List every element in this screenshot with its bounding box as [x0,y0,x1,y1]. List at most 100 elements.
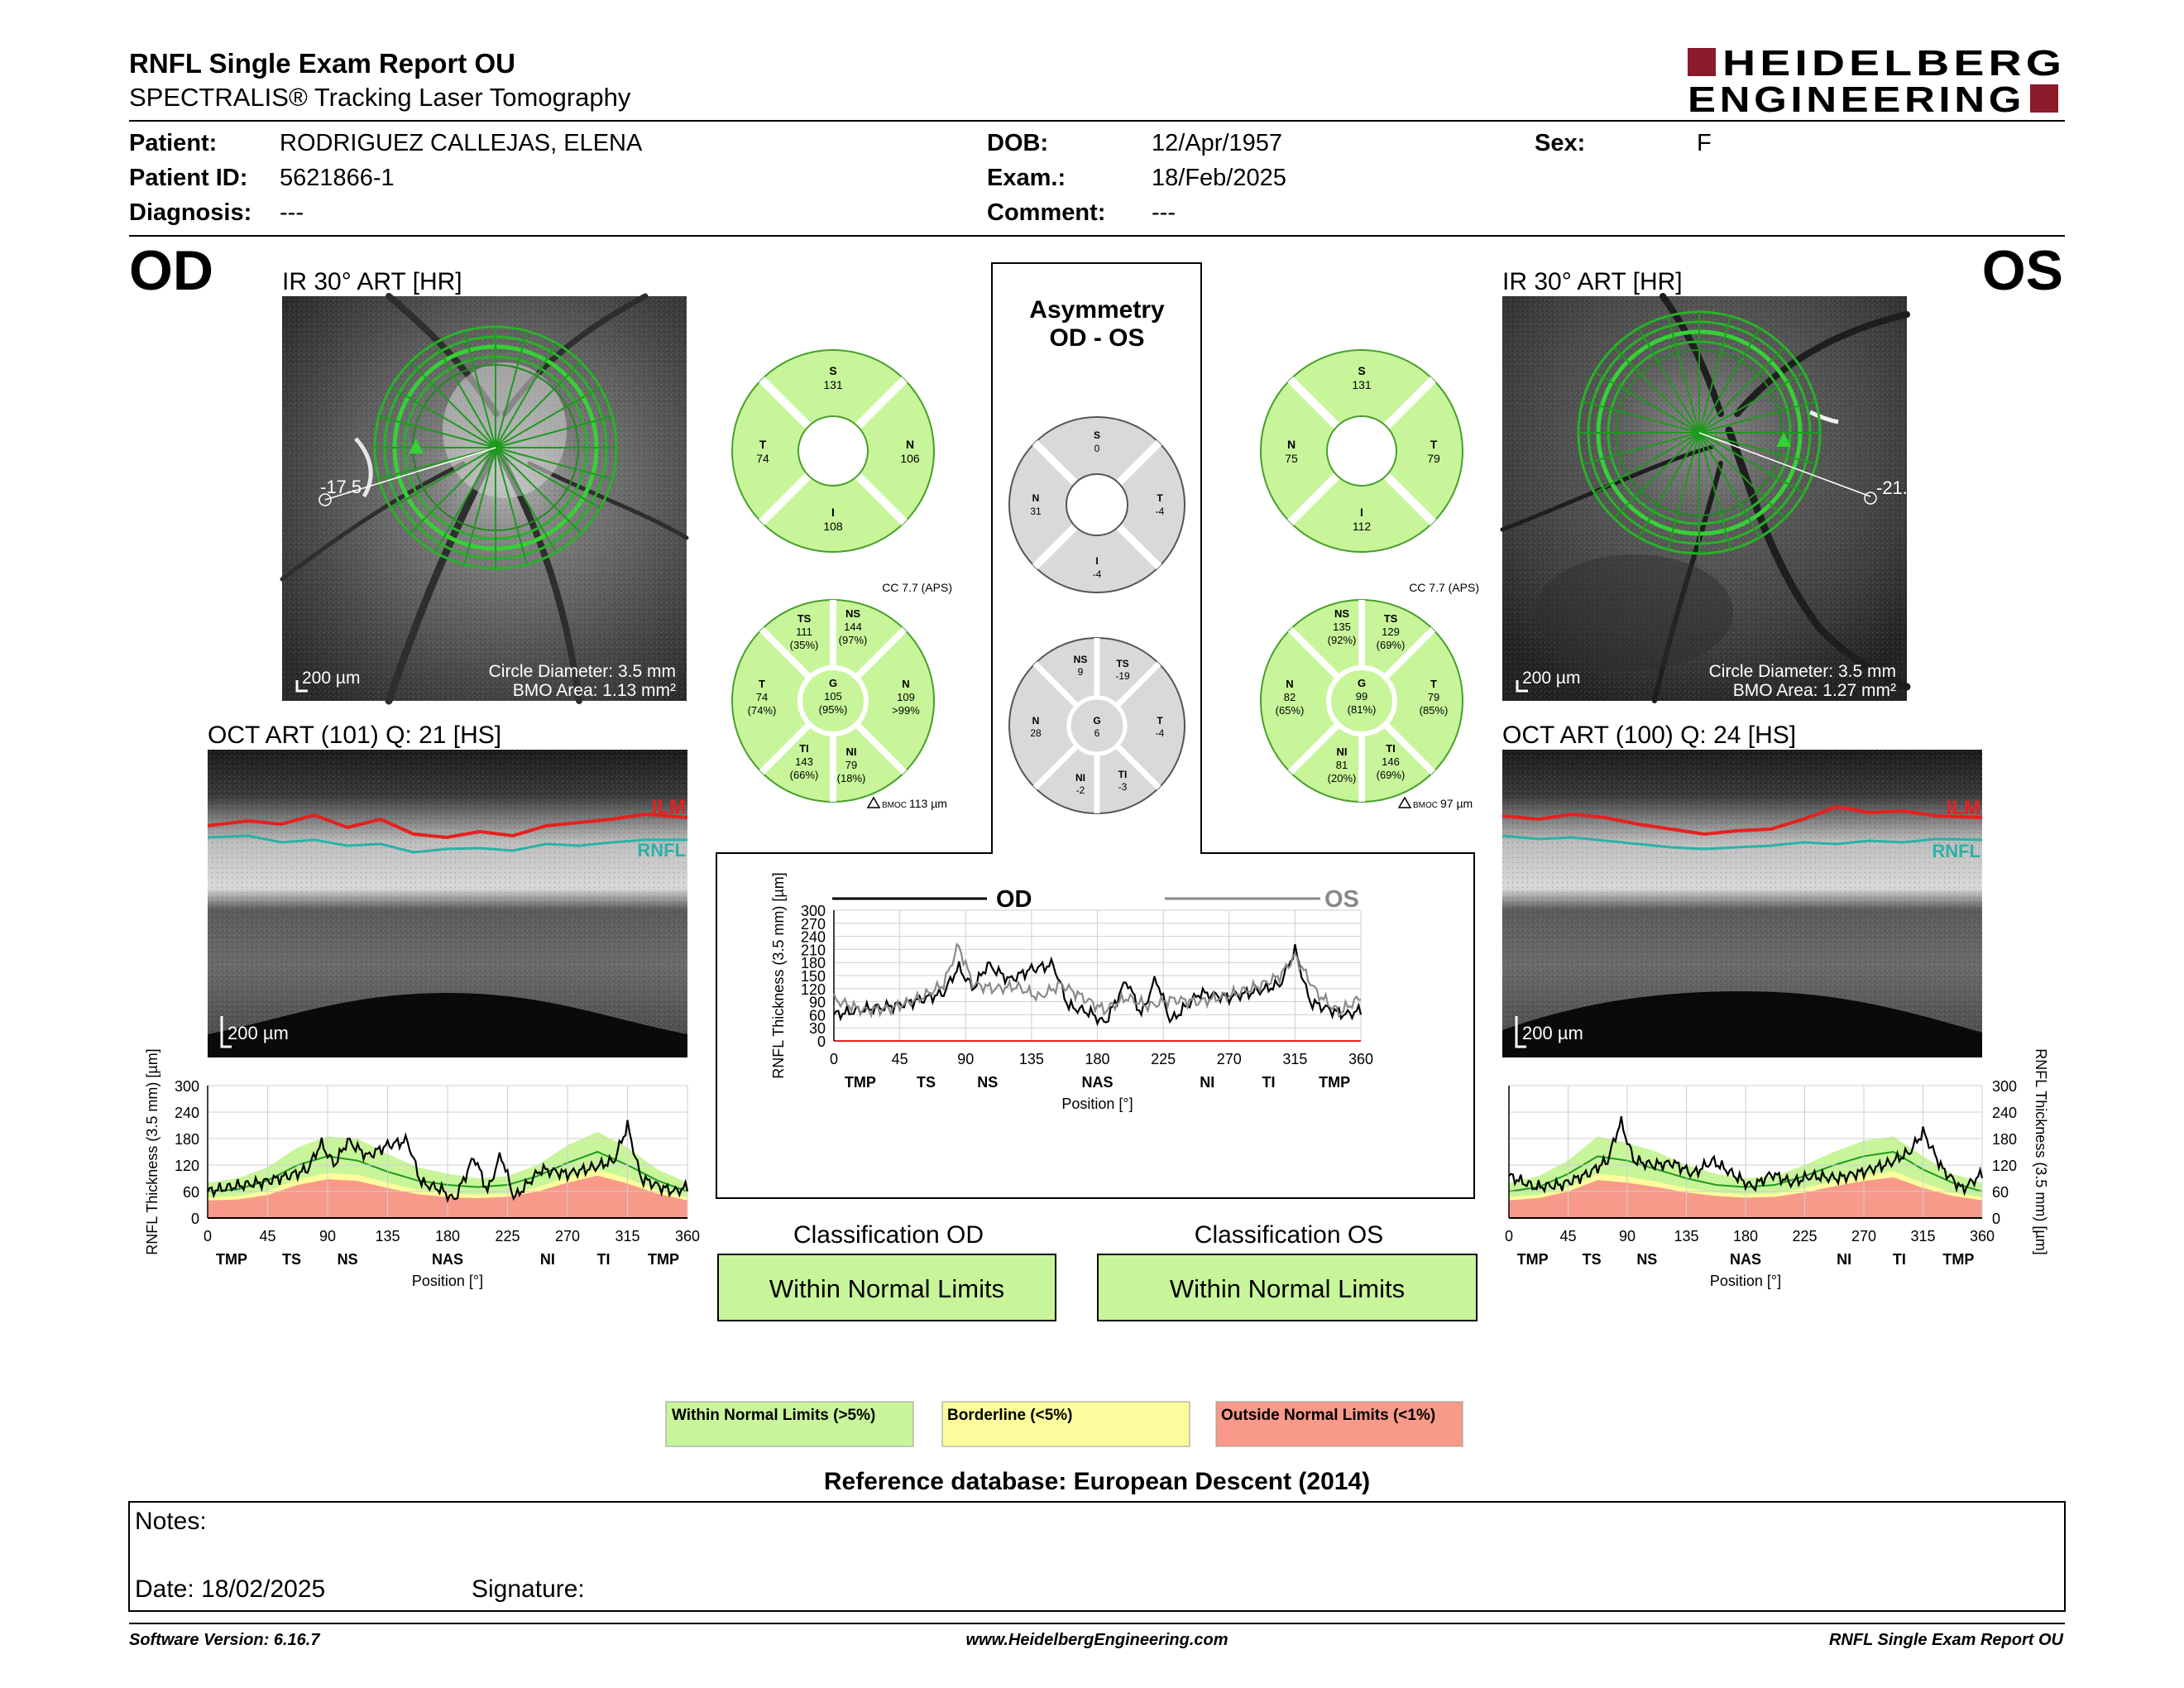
x-tick-label: 45 [1559,1228,1576,1244]
os-sec-g-pct: (81%) [1348,703,1377,716]
y-tick-label: 300 [175,1078,199,1095]
logo-line2: ENGINEERING [1688,79,2025,120]
notes-signature[interactable]: Signature: [472,1575,585,1603]
y-tick-label: 240 [801,929,826,946]
dob-value: 12/Apr/1957 [1152,130,1282,156]
heidelberg-logo: HEIDELBERG ENGINEERING [1688,43,2066,120]
os-scale-text: 200 µm [1522,669,1580,688]
series-line-od [833,944,1363,1027]
scan-spoke [495,386,601,448]
sector-label: TMP [845,1074,876,1091]
od-sec-ni-value: 79 [845,759,857,771]
os-sec-ns-label: NS [1334,607,1349,620]
y-tick-label: 0 [1992,1211,2000,1227]
od-sec-ti-pct: (66%) [790,769,819,781]
sex-label: Sex: [1535,130,1585,156]
asym-sec-n-label: N [1032,715,1040,727]
patient-id-label: Patient ID: [129,165,247,191]
scan-spoke [463,447,496,565]
os-quad-t-value: 79 [1427,452,1440,465]
sector-label: NAS [1730,1251,1761,1268]
asym-quad-i-value: -4 [1093,568,1102,580]
x-axis-title: Position [°] [1061,1096,1133,1112]
scan-spoke [495,447,613,480]
os-quad-i-label: I [1360,506,1363,519]
os-scale-bar: 200 µm [1516,669,1580,693]
footer-url[interactable]: www.HeidelbergEngineering.com [965,1631,1228,1649]
notes-label[interactable]: Notes: [135,1508,207,1535]
os-arrow-marker [1776,432,1791,447]
os-quad-i-value: 112 [1353,520,1372,533]
y-tick-label: 240 [175,1105,199,1121]
x-tick-label: 270 [555,1228,580,1244]
os-sec-g-value: 99 [1356,690,1367,703]
od-sec-ts-value: 111 [796,626,812,638]
od-eye-label: OD [129,239,213,302]
scan-spoke [1638,432,1700,538]
x-tick-label: 360 [675,1228,700,1244]
os-sec-g-label: G [1358,677,1366,689]
od-sec-ni-pct: (18%) [837,772,866,784]
asym-sec-t-label: T [1157,715,1163,727]
os-rnfl-label: RNFL [1932,841,1980,861]
os-rnfl-line [1502,834,1983,851]
logo-square-top [1688,48,1716,76]
od-sector-header: CC 7.7 (APS) [882,581,952,594]
y-tick-label: 180 [801,955,826,971]
asym-sector-chart: NS 9 TS -19 N 28 G 6 T -4 NI -2 TI -3 [1008,637,1185,814]
os-scan-circle [1577,310,1822,555]
scan-spoke [378,447,496,480]
os-sec-n-value: 82 [1284,691,1296,703]
os-sec-ts-pct: (69%) [1377,639,1406,651]
sector-label: TI [597,1251,611,1268]
od-ir-title: IR 30° ART [HR] [282,268,462,295]
sector-label: NI [1200,1074,1214,1091]
asym-quad-t-value: -4 [1156,506,1165,517]
os-bmoc: BMOC 97 µm [1397,796,1473,810]
os-ilm-label: ILM [1947,797,1980,819]
os-sec-t-pct: (85%) [1420,704,1449,717]
scan-spoke [495,447,528,565]
legend-onl-swatch [1215,1401,1463,1447]
os-sector-chart: NS 135 (92%) TS 129 (69%) N 82 (65%) G 9… [1260,599,1463,803]
os-sec-t-value: 79 [1428,691,1439,703]
scan-spoke [495,343,557,448]
sector-label: TS [282,1251,301,1268]
comment-value: --- [1152,199,1176,226]
series-line-os [832,942,1362,1019]
legend-borderline-swatch [941,1401,1190,1447]
os-sec-n-label: N [1286,678,1293,690]
od-quad-i-label: I [831,506,835,519]
scan-spoke [495,415,613,448]
y-tick-label: 300 [801,903,826,919]
od-quad-s-label: S [829,364,836,377]
os-quadrant-chart: S 131 N 75 I 112 T 79 [1260,349,1463,553]
os-sec-ns-value: 135 [1333,621,1351,633]
series-line-od [207,1120,689,1204]
od-scale-text: 200 µm [302,669,360,688]
od-ilm-label: ILM [652,796,686,818]
sector-label: NS [977,1074,998,1091]
sector-label: NAS [432,1251,463,1268]
x-axis-title: Position [°] [1710,1273,1781,1289]
asym-legend: OD OS [832,886,1359,913]
x-tick-label: 180 [435,1228,460,1244]
footer-software: Software Version: 6.16.7 [129,1631,320,1649]
x-axis-title: Position [°] [412,1273,483,1289]
x-tick-label: 45 [259,1228,275,1244]
scan-spoke [434,447,496,553]
legend-borderline-text: Borderline (<5%) [947,1407,1073,1424]
od-rnfl-line [207,834,687,854]
x-tick-label: 270 [1851,1228,1876,1244]
y-tick-label: 210 [801,942,826,958]
x-tick-label: 45 [892,1051,908,1067]
od-oct-scale: 200 µm [228,1023,289,1043]
logo-line1: HEIDELBERG [1722,43,2066,84]
y-tick-label: 150 [801,968,826,985]
sector-label: TMP [1517,1251,1549,1268]
asym-quad-s-value: 0 [1094,443,1100,454]
y-tick-label: 120 [801,981,826,998]
scan-spoke [1594,432,1700,494]
asym-sec-ni-label: NI [1075,772,1085,784]
od-arrow-marker [409,439,424,453]
